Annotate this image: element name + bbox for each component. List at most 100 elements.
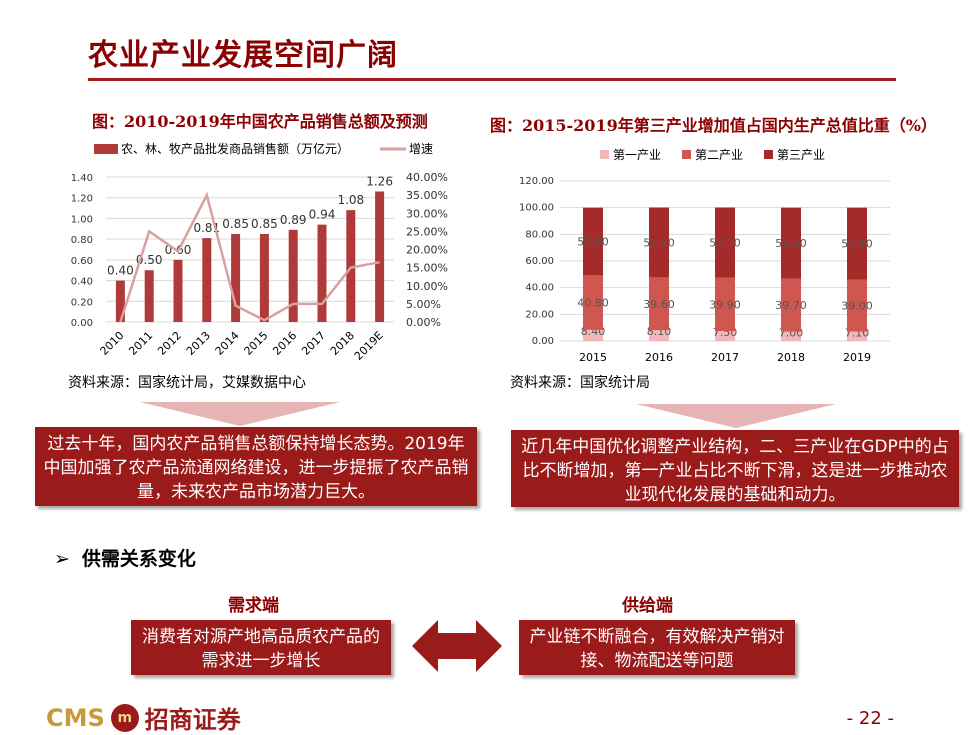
supply-label: 供给端 <box>622 596 673 616</box>
y2-tick-label: 10.00% <box>406 280 448 293</box>
demand-label: 需求端 <box>228 596 279 616</box>
segment-value-label: 39.70 <box>775 299 807 312</box>
segment-value-label: 39.00 <box>841 300 873 313</box>
stack-segment <box>781 278 801 332</box>
x-tick-label: 2011 <box>126 329 155 358</box>
segment-value-label: 52.70 <box>709 237 741 250</box>
x-tick-label: 2019 <box>843 351 871 364</box>
x-tick-label: 2018 <box>777 351 805 364</box>
y2-tick-label: 30.00% <box>406 207 448 220</box>
x-tick-label: 2017 <box>711 351 739 364</box>
bar <box>202 238 212 322</box>
x-tick-label: 2014 <box>213 329 242 358</box>
y-tick-label: 0.00 <box>532 336 554 347</box>
bar <box>144 270 154 322</box>
stack-segment <box>715 207 735 278</box>
sales-chart: 农、林、牧产品批发商品销售额（万亿元） 增速 0.00 0.20 0.40 0.60 0.8… <box>71 141 448 363</box>
stack-segment <box>781 207 801 279</box>
stack-segment <box>715 277 735 331</box>
bar <box>317 224 327 322</box>
segment-value-label: 39.90 <box>709 298 741 311</box>
x-tick-label: 2013 <box>184 329 213 358</box>
section-heading: ➢ 供需关系变化 <box>54 544 196 571</box>
bar-value-label: 0.85 <box>222 217 249 231</box>
legend-label: 第二产业 <box>695 148 743 162</box>
stack-segment <box>781 331 801 341</box>
y-tick-label: 1.20 <box>71 194 93 205</box>
legend-swatch <box>764 150 773 159</box>
x-tick-label: 2019E <box>352 329 386 363</box>
industry-share-chart: 第一产业 第二产业 第三产业 0.00 20.00 40.00 60.00 80.00 100.… <box>519 148 890 364</box>
logo-badge-icon: m <box>110 703 139 732</box>
y-tick-label: 60.00 <box>525 256 554 267</box>
stack-segment <box>649 277 669 331</box>
x-tick-label: 2015 <box>242 329 271 358</box>
bullet-icon: ➢ <box>54 548 70 570</box>
y2-tick-label: 5.00% <box>406 298 441 311</box>
bar-value-label: 0.50 <box>136 253 163 267</box>
x-tick-label: 2010 <box>98 329 127 358</box>
segment-value-label: 53.90 <box>841 238 873 251</box>
y-tick-label: 0.60 <box>71 256 93 267</box>
supply-box: 产业链不断融合，有效解决产销对接、物流配送等问题 <box>519 620 795 675</box>
bar-value-label: 0.40 <box>107 264 134 278</box>
left-down-arrow <box>140 402 340 426</box>
right-chart-source: 资料来源：国家统计局 <box>510 375 650 391</box>
page-title: 农业产业发展空间广阔 <box>88 38 398 73</box>
bar-value-label: 0.94 <box>309 208 336 222</box>
stack-segment <box>583 329 603 341</box>
y-tick-label: 100.00 <box>519 203 554 214</box>
stack-segment <box>583 207 603 276</box>
logo-latin: CMS <box>46 703 105 732</box>
segment-value-label: 40.80 <box>577 297 609 310</box>
y2-tick-label: 35.00% <box>406 189 448 202</box>
y2-tick-label: 15.00% <box>406 262 448 275</box>
x-tick-label: 2016 <box>270 329 299 358</box>
left-chart-title: 图：2010-2019年中国农产品销售总额及预测 <box>92 112 428 131</box>
y-tick-label: 1.00 <box>71 214 93 225</box>
left-chart-source: 资料来源：国家统计局，艾媒数据中心 <box>68 375 306 391</box>
stack-segment <box>649 207 669 278</box>
double-arrow-icon <box>412 620 502 672</box>
bar <box>375 191 385 322</box>
y-tick-label: 120.00 <box>519 176 554 187</box>
legend-swatch <box>600 150 609 159</box>
stack-segment <box>715 331 735 341</box>
y-tick-label: 20.00 <box>525 309 554 320</box>
right-down-arrow <box>636 404 836 428</box>
segment-value-label: 39.60 <box>643 298 675 311</box>
stack-segment <box>649 330 669 341</box>
bar <box>231 233 241 322</box>
bar <box>173 259 183 322</box>
y-tick-label: 80.00 <box>525 229 554 240</box>
bar-value-label: 0.89 <box>280 213 307 227</box>
y-tick-label: 0.80 <box>71 235 93 246</box>
y2-tick-label: 40.00% <box>406 171 448 184</box>
segment-value-label: 53.30 <box>775 237 807 250</box>
y-tick-label: 0.40 <box>71 277 93 288</box>
stack-segment <box>847 207 867 280</box>
bar <box>346 210 356 322</box>
section-label: 供需关系变化 <box>81 548 196 570</box>
segment-value-label: 50.80 <box>577 236 609 249</box>
x-tick-label: 2017 <box>299 329 328 358</box>
y-tick-label: 0.00 <box>71 318 93 329</box>
title-underline <box>88 78 896 81</box>
logo-chinese: 招商证券 <box>144 705 241 734</box>
bar <box>115 280 125 322</box>
legend-label: 第三产业 <box>777 148 825 162</box>
x-tick-label: 2016 <box>645 351 673 364</box>
y-tick-label: 40.00 <box>525 283 554 294</box>
segment-value-label: 52.40 <box>643 236 675 249</box>
left-summary-box: 过去十年，国内农产品销售总额保持增长态势。2019年中国加强了农产品流通网络建设… <box>35 427 477 506</box>
demand-box: 消费者对源产地高品质农产品的需求进一步增长 <box>131 620 391 675</box>
legend-swatch <box>682 150 691 159</box>
stack-segment <box>847 331 867 341</box>
right-chart-title: 图：2015-2019年第三产业增加值占国内生产总值比重（%） <box>490 116 937 135</box>
growth-line <box>119 191 380 323</box>
page-number: - 22 - <box>846 708 894 729</box>
bar <box>259 233 269 322</box>
legend-swatch-sales <box>94 144 118 154</box>
legend-label-sales: 农、林、牧产品批发商品销售额（万亿元） <box>121 141 349 156</box>
bar-value-label: 1.26 <box>366 175 393 189</box>
